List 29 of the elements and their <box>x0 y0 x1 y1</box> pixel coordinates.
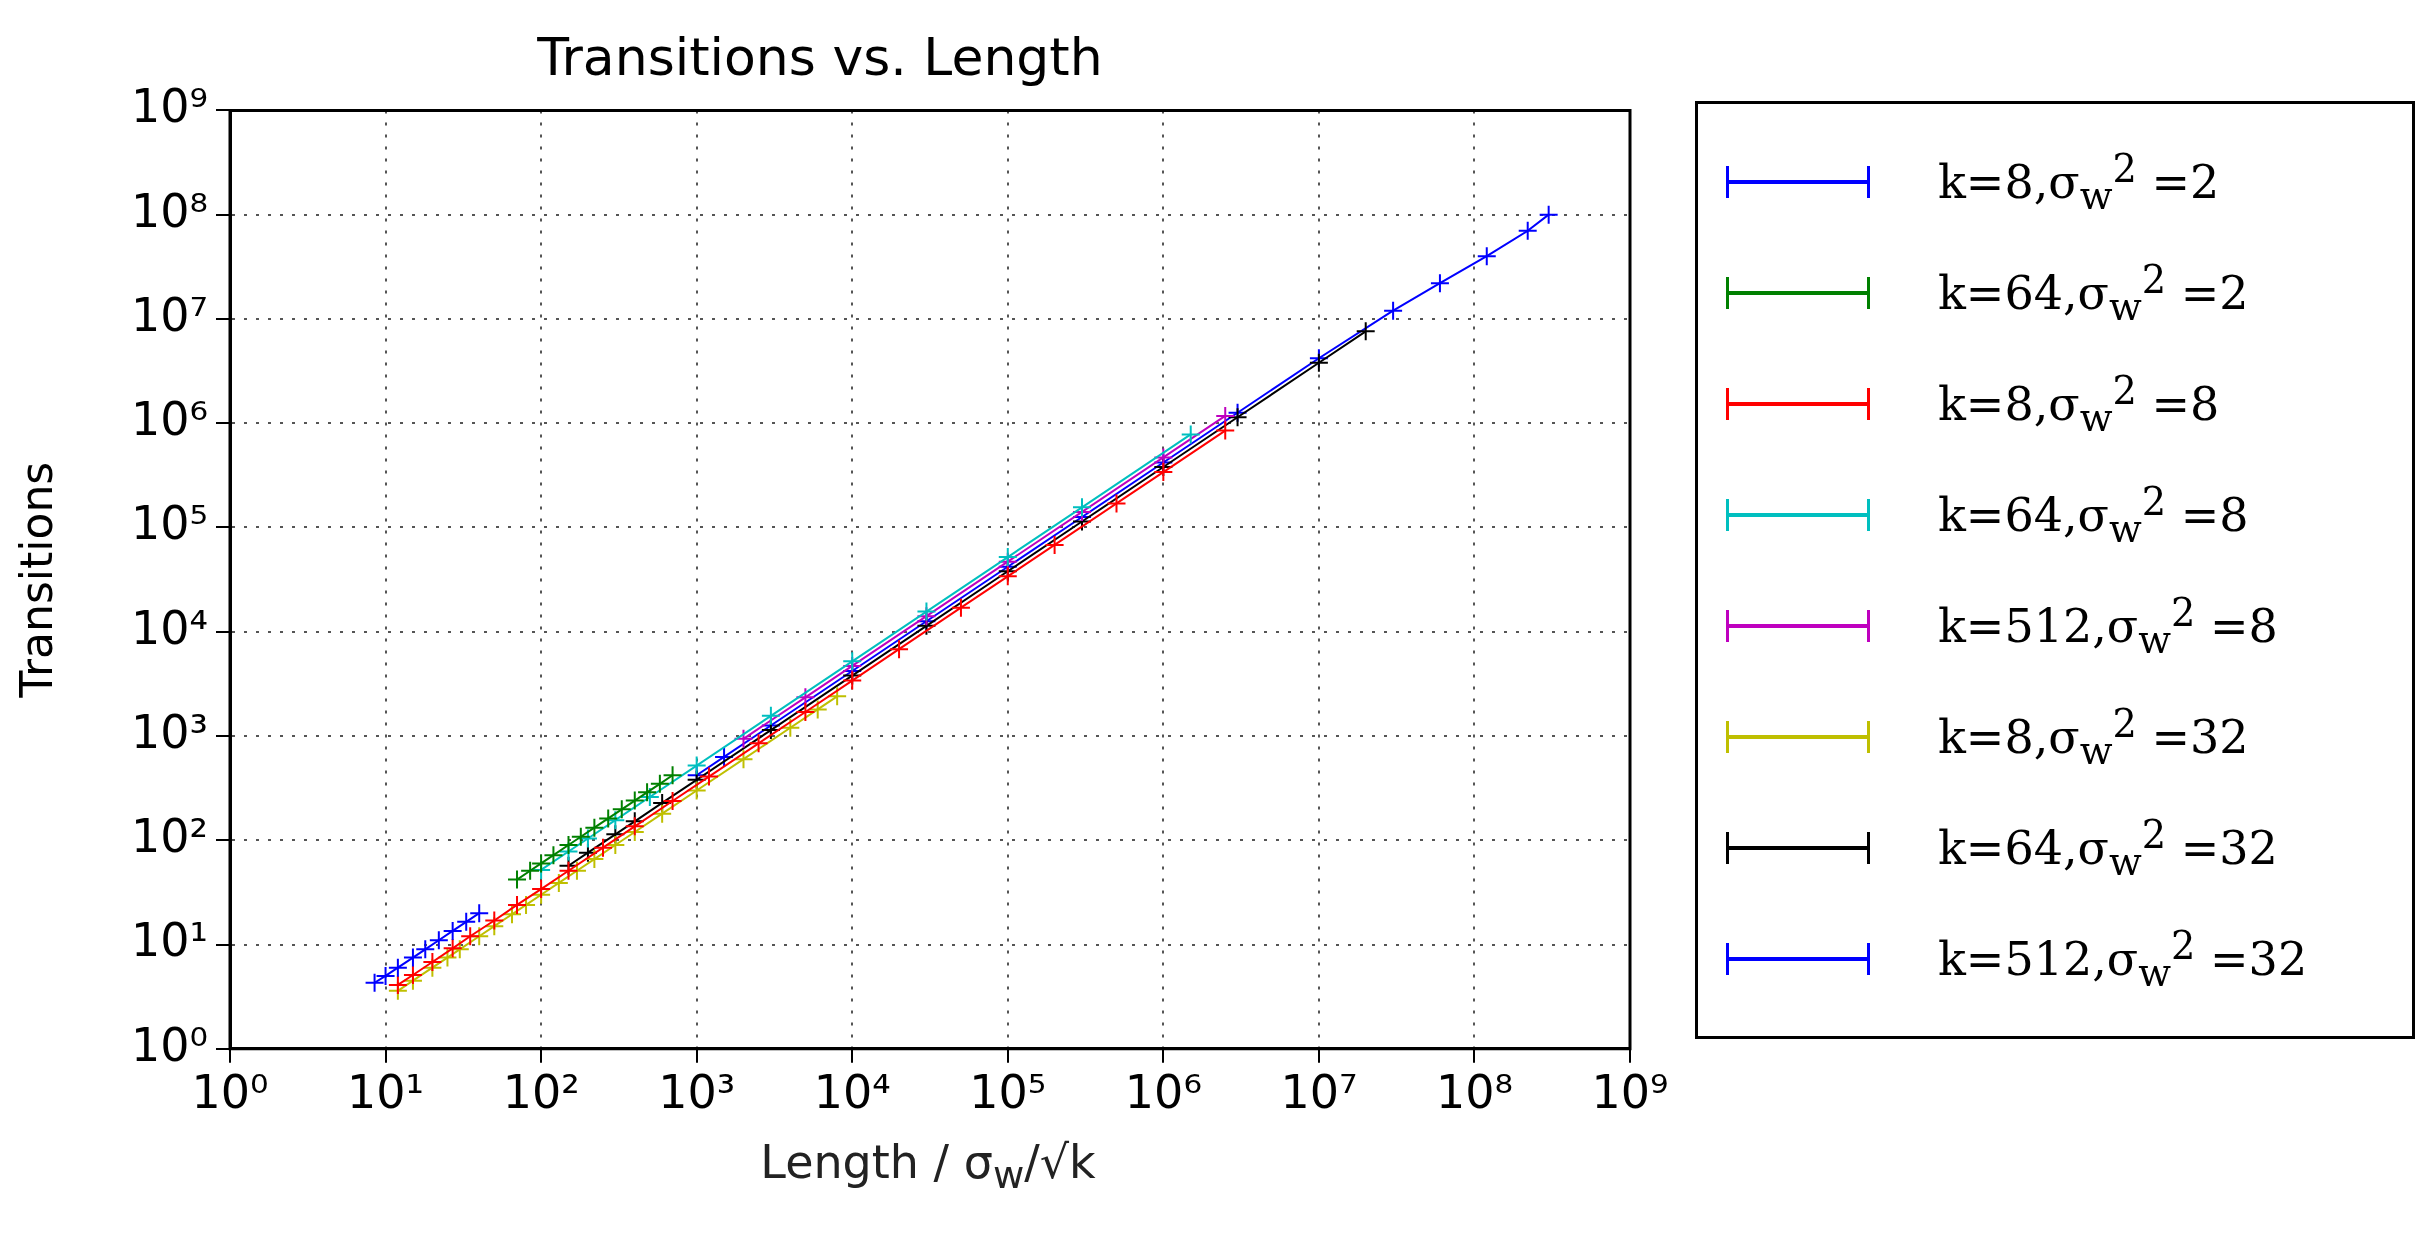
x-tick-label: 10⁹ <box>1591 1065 1669 1120</box>
y-tick-label: 10¹ <box>131 913 208 968</box>
y-tick-label: 10² <box>131 809 208 864</box>
y-tick-label: 10⁵ <box>131 496 208 551</box>
y-tick-label: 10⁸ <box>131 183 208 238</box>
x-tick-label: 10⁴ <box>813 1065 891 1120</box>
x-axis-title: Length / σ$_{w}$/√k <box>759 1135 1097 1198</box>
y-tick-label: 10⁶ <box>131 392 208 447</box>
legend-label: k=64,σ$_{w}$$^{2}$ =2 <box>1938 256 2249 329</box>
x-tick-label: 10⁵ <box>969 1065 1047 1120</box>
y-tick-label: 10⁷ <box>131 287 208 342</box>
x-tick-label: 10⁶ <box>1124 1065 1202 1120</box>
legend-label: k=8,σ$_{w}$$^{2}$ =8 <box>1938 367 2220 440</box>
x-tick-label: 10² <box>502 1065 580 1120</box>
x-tick-label: 10³ <box>658 1065 736 1120</box>
legend-label: k=512,σ$_{w}$$^{2}$ =32 <box>1938 922 2308 995</box>
chart-title: Transitions vs. Length <box>536 26 1103 87</box>
x-tick-label: 10⁷ <box>1280 1065 1358 1120</box>
y-tick-label: 10³ <box>131 704 208 759</box>
y-axis-title: Transitions <box>10 461 62 699</box>
legend-label: k=64,σ$_{w}$$^{2}$ =32 <box>1938 811 2278 884</box>
legend-label: k=512,σ$_{w}$$^{2}$ =8 <box>1938 589 2278 662</box>
legend-label: k=8,σ$_{w}$$^{2}$ =2 <box>1938 145 2220 218</box>
y-tick-label: 10⁴ <box>131 600 208 655</box>
legend-label: k=64,σ$_{w}$$^{2}$ =8 <box>1938 478 2249 551</box>
x-tick-label: 10¹ <box>347 1065 425 1120</box>
legend-label: k=8,σ$_{w}$$^{2}$ =32 <box>1938 700 2249 773</box>
y-tick-label: 10⁹ <box>131 79 208 134</box>
x-tick-label: 10⁸ <box>1435 1065 1513 1120</box>
